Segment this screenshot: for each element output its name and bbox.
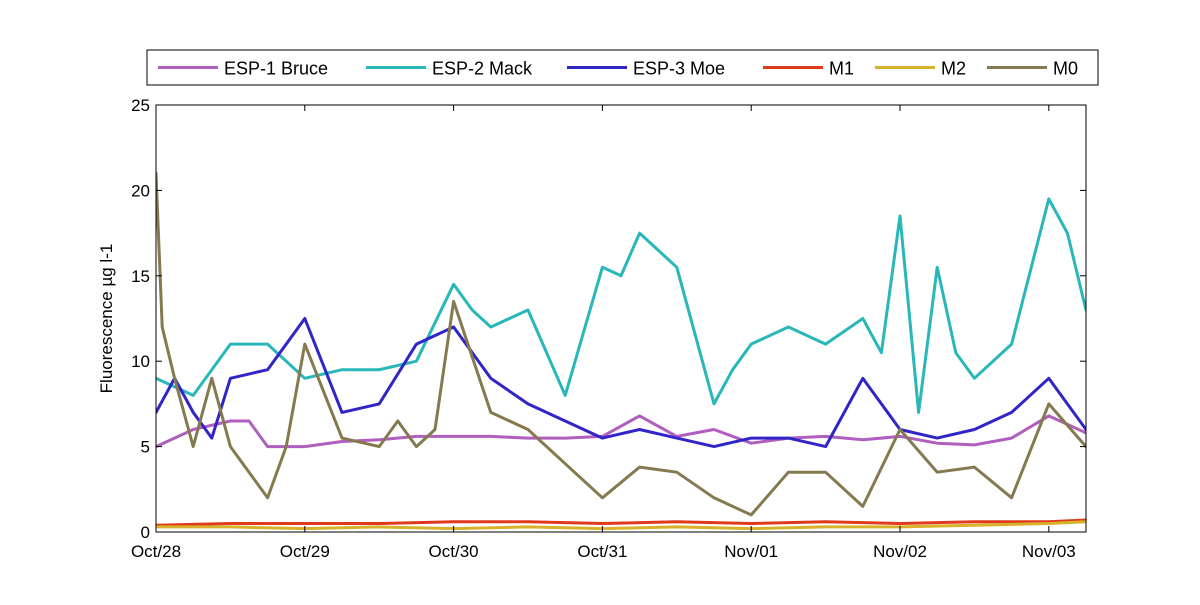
y-tick-label: 5 [141,438,150,457]
legend-label-3: M1 [829,59,854,79]
y-axis-label: Fluorescence µg l-1 [97,244,116,394]
y-tick-label: 10 [131,352,150,371]
series-line-5 [156,171,1086,517]
legend-label-4: M2 [941,59,966,79]
axes-box [155,104,1087,533]
series-line-2 [156,317,1086,449]
x-tick-label: Oct/30 [429,542,479,561]
y-tick-label: 20 [131,181,150,200]
x-tick-label: Nov/03 [1022,542,1076,561]
legend-label-1: ESP-2 Mack [432,59,533,79]
legend-label-2: ESP-3 Moe [633,59,725,79]
series-line-0 [156,414,1086,449]
series-line-1 [156,197,1086,414]
y-tick-label: 25 [131,96,150,115]
y-tick-label: 0 [141,523,150,542]
x-tick-label: Oct/28 [131,542,181,561]
x-tick-label: Nov/01 [724,542,778,561]
series-line-4 [156,520,1086,531]
series-line-3 [156,518,1086,527]
y-tick-label: 15 [131,267,150,286]
legend-label-0: ESP-1 Bruce [224,59,328,79]
x-tick-label: Oct/31 [577,542,627,561]
axes: 0 5 10 15 20 25 Oct/28 Oct/29 Oct/30 Oct/31 Nov/01… [131,96,1087,561]
legend-label-5: M0 [1053,59,1078,79]
plot-area [156,171,1086,531]
legend: ESP-1 Bruce ESP-2 Mack ESP-3 Moe M1 M2 M0 [146,49,1099,86]
x-tick-label: Oct/29 [280,542,330,561]
x-tick-label: Nov/02 [873,542,927,561]
